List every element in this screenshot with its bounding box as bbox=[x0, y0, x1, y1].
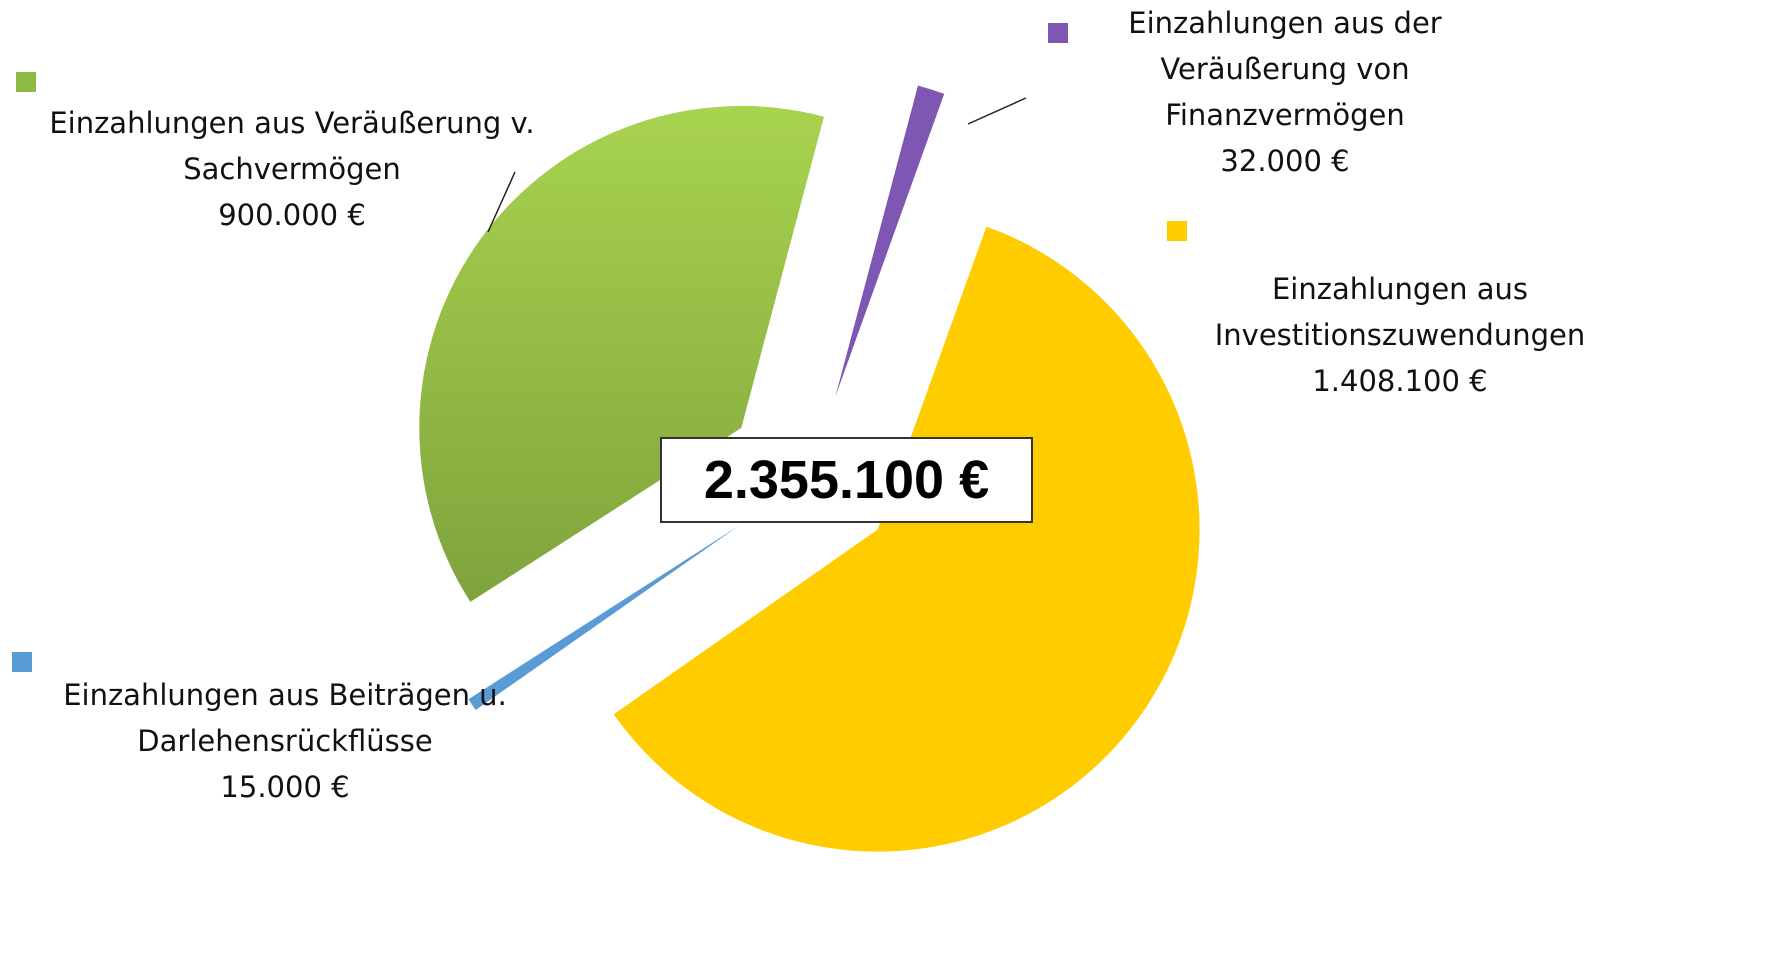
data-label: Einzahlungen aus Investitionszuwendungen… bbox=[1180, 266, 1620, 404]
data-label: Einzahlungen aus der Veräußerung von Fin… bbox=[1115, 0, 1455, 184]
legend-marker bbox=[1048, 23, 1068, 43]
leader-line bbox=[967, 97, 1027, 125]
category-label: Einzahlungen aus Investitionszuwendungen bbox=[1214, 272, 1586, 352]
value-label: 1.408.100 € bbox=[1312, 364, 1488, 398]
legend-marker bbox=[12, 652, 32, 672]
value-label: 900.000 € bbox=[218, 198, 366, 232]
total-label: 2.355.100 € bbox=[660, 437, 1033, 523]
leader-line bbox=[487, 171, 516, 233]
category-label: Einzahlungen aus Beiträgen u. Darlehensr… bbox=[63, 678, 507, 758]
pie-slice bbox=[419, 105, 824, 602]
value-label: 32.000 € bbox=[1220, 144, 1350, 178]
category-label: Einzahlungen aus Veräußerung v. Sachverm… bbox=[49, 106, 535, 186]
value-label: 15.000 € bbox=[220, 770, 350, 804]
legend-marker bbox=[16, 72, 36, 92]
legend-marker bbox=[1167, 221, 1187, 241]
category-label: Einzahlungen aus der Veräußerung von Fin… bbox=[1128, 6, 1442, 132]
data-label: Einzahlungen aus Beiträgen u. Darlehensr… bbox=[45, 672, 525, 810]
pie-slice bbox=[468, 525, 740, 711]
pie-slice bbox=[613, 226, 1200, 852]
pie-slice bbox=[835, 85, 945, 397]
data-label: Einzahlungen aus Veräußerung v. Sachverm… bbox=[42, 100, 542, 238]
